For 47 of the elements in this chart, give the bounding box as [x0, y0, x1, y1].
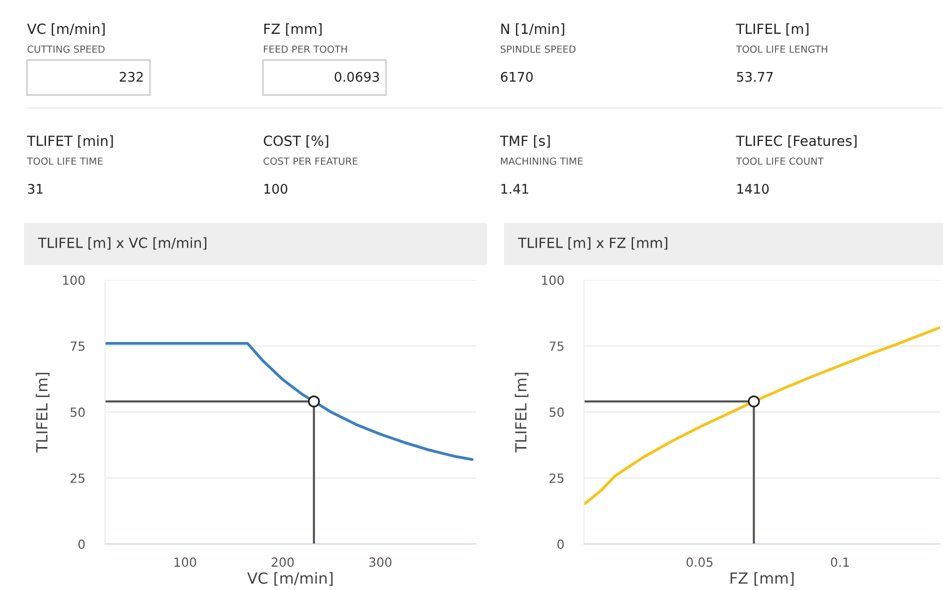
text: 53.77	[737, 72, 773, 82]
text: 100	[264, 184, 288, 194]
text: TLIFEC [Features]	[736, 135, 857, 148]
text: TMF [s]	[500, 135, 550, 148]
y-axis-title: TLIFEL [m]	[36, 372, 50, 453]
text: 1410	[737, 184, 769, 194]
text: TLIFEL [m]	[736, 23, 808, 36]
text: VC [m/min]	[27, 23, 105, 36]
x-tick-label: 300	[369, 557, 392, 567]
line-series	[105, 342, 474, 461]
x-axis-title: VC [m/min]	[247, 572, 333, 586]
x-tick-label: 200	[272, 557, 294, 567]
text: TOOL LIFE LENGTH	[736, 45, 828, 53]
y-tick-label: 25	[550, 473, 564, 483]
text: 6170	[500, 72, 533, 82]
x-tick-label: 100	[174, 557, 196, 567]
x-axis-title: FZ [mm]	[730, 572, 794, 586]
text: COST PER FEATURE	[264, 157, 358, 165]
y-tick-label: 75	[550, 342, 564, 351]
text: TOOL LIFE COUNT	[736, 157, 824, 165]
text: 31	[28, 184, 43, 194]
y-tick-label: 100	[542, 275, 564, 285]
text: SPINDLE SPEED	[500, 45, 576, 53]
text: TLIFET [min]	[26, 135, 113, 148]
y-tick-label: 25	[70, 473, 84, 483]
text: 1.41	[501, 184, 528, 194]
y-tick-label: 100	[63, 275, 85, 285]
text: MACHINING TIME	[500, 157, 583, 165]
y-tick-label: 75	[70, 342, 84, 351]
text: FZ [mm]	[264, 23, 322, 36]
x-tick-label: 0.05	[686, 557, 712, 567]
text: 232	[120, 72, 143, 82]
text: FEED PER TOOTH	[264, 45, 347, 53]
y-axis-title: TLIFEL [m]	[514, 372, 528, 453]
chart-title: TLIFEL [m] x VC [m/min]	[38, 237, 206, 250]
text: N [1/min]	[501, 23, 564, 36]
text: TOOL LIFE TIME	[26, 157, 103, 165]
text: 0.0693	[334, 72, 379, 82]
y-tick-label: 0	[78, 539, 85, 549]
chart-title: TLIFEL [m] x FZ [mm]	[518, 237, 668, 250]
x-tick-label: 0.1	[830, 557, 849, 567]
line-series	[584, 326, 940, 506]
text: COST [%]	[264, 135, 328, 148]
text: CUTTING SPEED	[28, 45, 105, 53]
y-tick-label: 50	[70, 407, 85, 417]
y-tick-label: 0	[557, 539, 564, 549]
y-tick-label: 50	[550, 407, 564, 417]
